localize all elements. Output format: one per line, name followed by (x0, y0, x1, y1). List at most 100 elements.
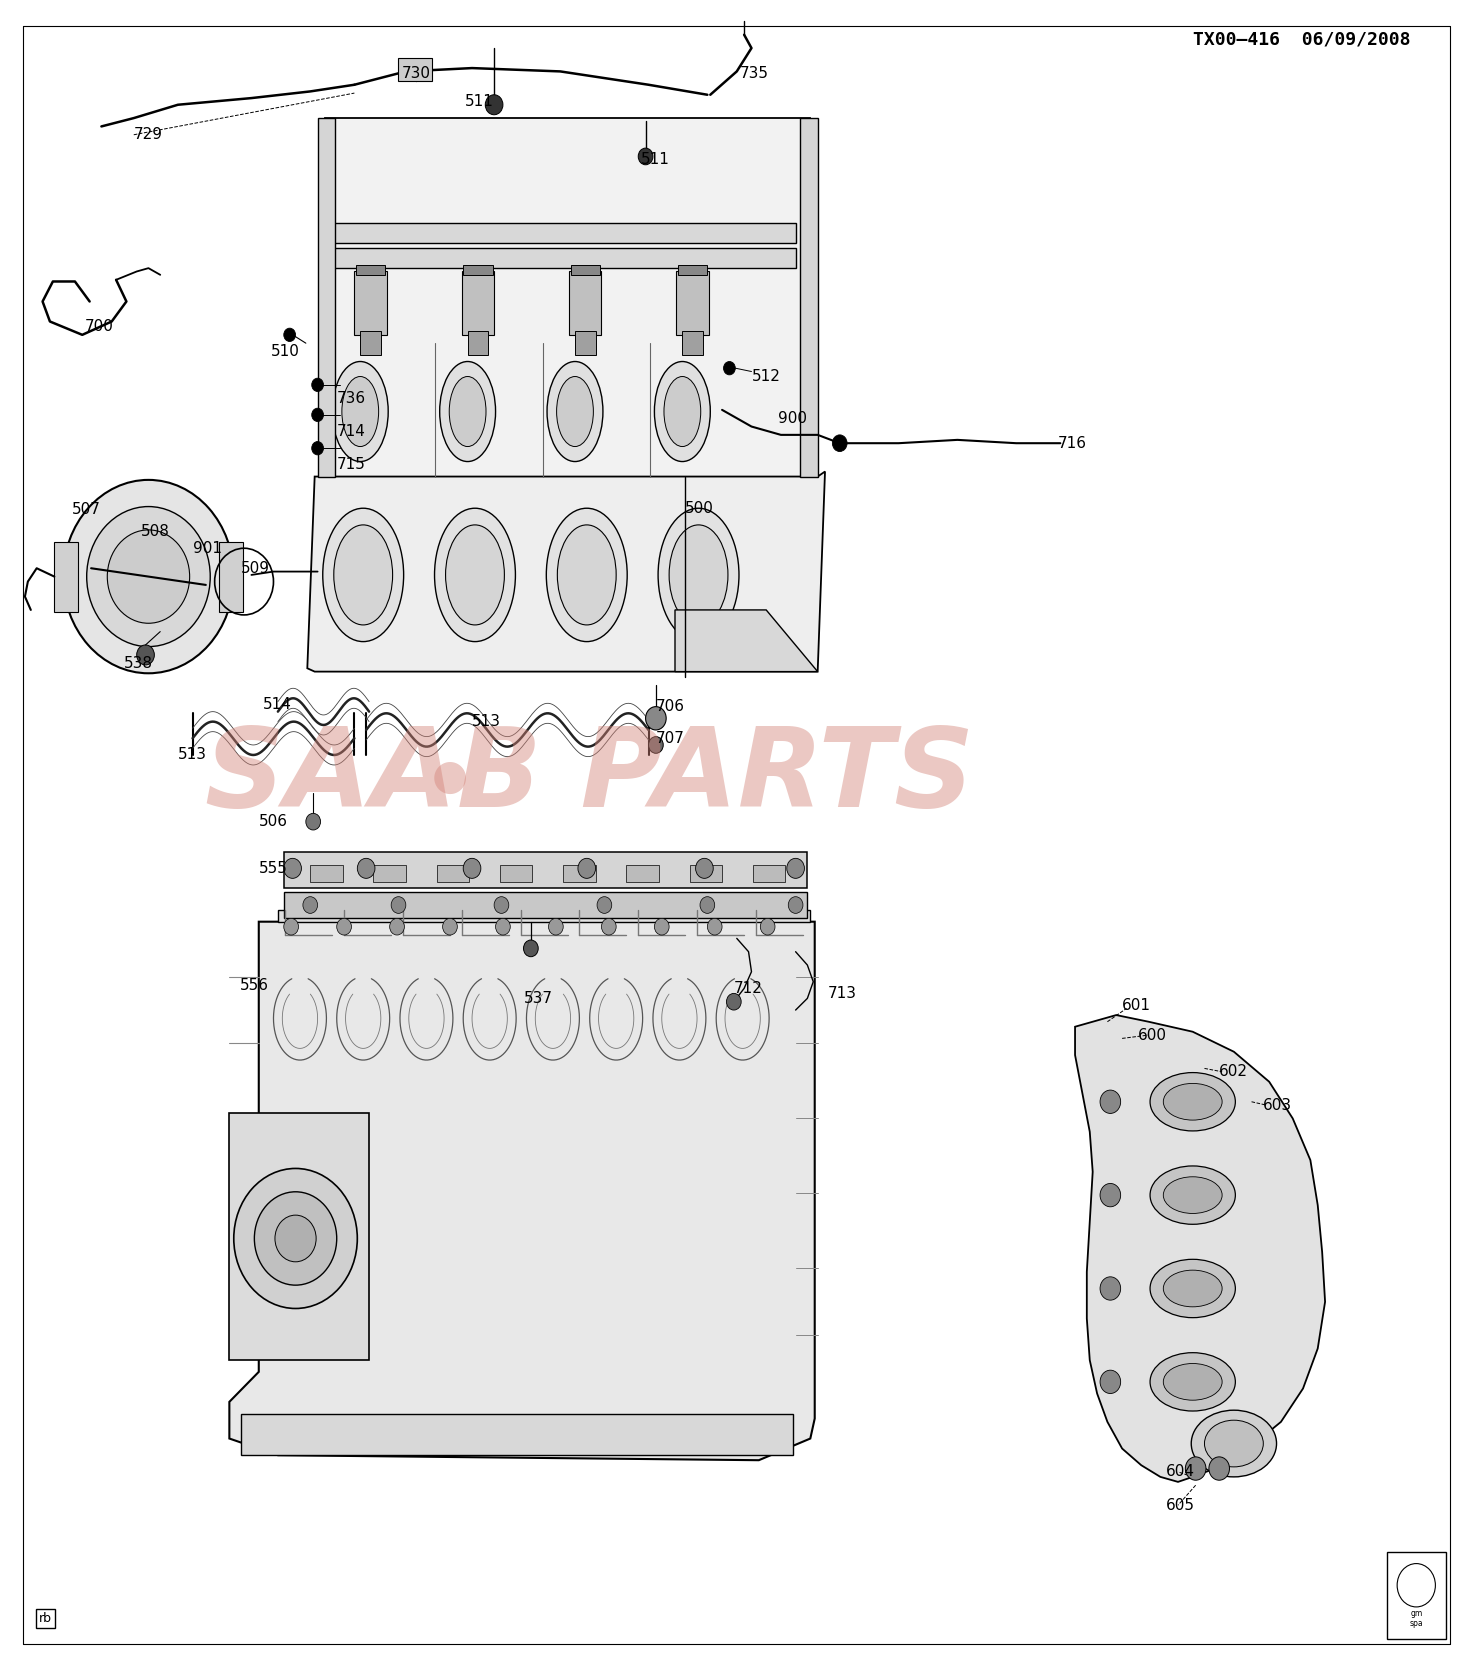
Circle shape (311, 407, 323, 421)
Circle shape (523, 940, 538, 957)
Circle shape (284, 919, 298, 935)
Text: 506: 506 (259, 815, 287, 830)
Text: 700: 700 (85, 319, 113, 334)
Bar (373, 865, 405, 882)
Circle shape (1397, 1563, 1436, 1607)
Ellipse shape (1150, 1259, 1235, 1318)
Circle shape (1185, 1456, 1206, 1480)
Text: 901: 901 (193, 541, 221, 556)
Bar (354, 272, 386, 334)
Bar (500, 865, 532, 882)
Ellipse shape (1163, 1363, 1222, 1399)
Circle shape (1209, 1456, 1229, 1480)
Ellipse shape (445, 524, 504, 625)
Ellipse shape (1163, 1177, 1222, 1214)
Bar (677, 272, 709, 334)
Text: 735: 735 (740, 65, 769, 80)
Circle shape (108, 529, 190, 623)
Text: 511: 511 (641, 152, 671, 167)
Circle shape (727, 994, 741, 1010)
Circle shape (578, 858, 595, 878)
Text: 712: 712 (734, 980, 762, 995)
Text: 605: 605 (1166, 1498, 1195, 1513)
Circle shape (336, 919, 351, 935)
Ellipse shape (669, 524, 728, 625)
Circle shape (391, 897, 405, 913)
Bar (678, 266, 708, 276)
Circle shape (761, 919, 775, 935)
Text: 729: 729 (134, 127, 162, 142)
Circle shape (654, 919, 669, 935)
Ellipse shape (1163, 1084, 1222, 1121)
Polygon shape (279, 910, 811, 922)
Ellipse shape (654, 361, 710, 461)
Circle shape (597, 897, 612, 913)
Circle shape (494, 897, 509, 913)
Text: 513: 513 (178, 748, 206, 763)
Ellipse shape (547, 508, 628, 641)
Text: 509: 509 (242, 561, 270, 576)
Ellipse shape (1191, 1409, 1276, 1476)
Circle shape (1100, 1091, 1120, 1114)
Circle shape (708, 919, 722, 935)
Text: 600: 600 (1138, 1027, 1167, 1042)
Text: 510: 510 (271, 344, 299, 359)
Circle shape (284, 329, 296, 341)
Bar (398, 58, 432, 82)
Bar (402, 62, 429, 77)
Circle shape (646, 706, 666, 730)
Circle shape (311, 377, 323, 391)
Text: 604: 604 (1166, 1465, 1195, 1480)
Circle shape (649, 736, 663, 753)
Bar (436, 865, 469, 882)
Ellipse shape (1150, 1166, 1235, 1224)
Ellipse shape (547, 361, 603, 461)
Circle shape (1100, 1278, 1120, 1301)
Bar (463, 266, 492, 276)
Circle shape (833, 434, 848, 451)
Text: 601: 601 (1122, 997, 1151, 1012)
Circle shape (442, 919, 457, 935)
Bar (332, 249, 796, 269)
Bar (570, 266, 600, 276)
Circle shape (548, 919, 563, 935)
Text: 508: 508 (142, 524, 170, 539)
Text: 900: 900 (778, 411, 806, 426)
Bar (242, 1413, 793, 1455)
Text: SAAB PARTS: SAAB PARTS (205, 723, 974, 830)
Text: gm
spa: gm spa (1409, 1608, 1422, 1628)
Bar (690, 865, 722, 882)
Bar (332, 224, 796, 244)
Bar (800, 119, 818, 476)
Circle shape (137, 645, 155, 665)
Bar (753, 865, 786, 882)
Bar (284, 892, 808, 919)
Text: 538: 538 (124, 656, 152, 671)
Circle shape (495, 919, 510, 935)
Circle shape (311, 441, 323, 454)
Text: 500: 500 (685, 501, 715, 516)
Text: 714: 714 (336, 424, 366, 439)
Circle shape (1100, 1184, 1120, 1207)
Ellipse shape (1204, 1420, 1263, 1466)
Circle shape (284, 858, 301, 878)
Text: TX00–416  06/09/2008: TX00–416 06/09/2008 (1192, 30, 1411, 48)
Text: 555: 555 (259, 860, 287, 875)
Ellipse shape (1163, 1271, 1222, 1308)
Ellipse shape (657, 508, 738, 641)
Bar (575, 332, 595, 354)
Circle shape (276, 1216, 315, 1263)
Ellipse shape (1150, 1072, 1235, 1131)
Bar (1387, 1551, 1446, 1638)
Ellipse shape (323, 508, 404, 641)
Circle shape (389, 919, 404, 935)
Bar (467, 332, 488, 354)
Circle shape (696, 858, 713, 878)
Bar (355, 266, 385, 276)
Text: 715: 715 (336, 458, 366, 473)
Circle shape (789, 897, 803, 913)
Circle shape (787, 858, 805, 878)
Circle shape (63, 479, 234, 673)
Circle shape (601, 919, 616, 935)
Circle shape (1100, 1369, 1120, 1393)
